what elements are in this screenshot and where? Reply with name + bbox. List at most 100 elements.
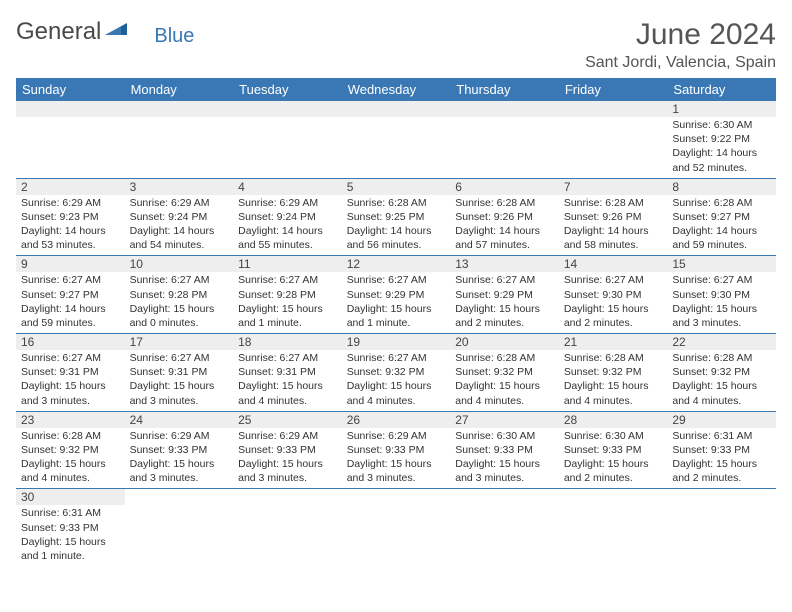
day-number: 25 (233, 411, 342, 428)
sunrise-text: Sunrise: 6:27 AM (672, 273, 771, 287)
day-number: 4 (233, 178, 342, 195)
day-number: 24 (125, 411, 234, 428)
sunset-text: Sunset: 9:26 PM (564, 210, 663, 224)
daylight-text: Daylight: 14 hours and 56 minutes. (347, 224, 446, 252)
detail-row: Sunrise: 6:27 AMSunset: 9:27 PMDaylight:… (16, 272, 776, 333)
daylight-text: Daylight: 15 hours and 1 minute. (21, 535, 120, 563)
day-detail (125, 117, 234, 178)
sunrise-text: Sunrise: 6:30 AM (455, 429, 554, 443)
sunset-text: Sunset: 9:32 PM (672, 365, 771, 379)
day-detail: Sunrise: 6:29 AMSunset: 9:33 PMDaylight:… (233, 428, 342, 489)
day-detail: Sunrise: 6:27 AMSunset: 9:31 PMDaylight:… (125, 350, 234, 411)
day-number: 21 (559, 334, 668, 351)
weekday-header: Wednesday (342, 78, 451, 101)
weekday-header: Monday (125, 78, 234, 101)
day-detail: Sunrise: 6:28 AMSunset: 9:26 PMDaylight:… (450, 195, 559, 256)
daylight-text: Daylight: 15 hours and 4 minutes. (238, 379, 337, 407)
sunrise-text: Sunrise: 6:29 AM (21, 196, 120, 210)
day-detail: Sunrise: 6:27 AMSunset: 9:30 PMDaylight:… (559, 272, 668, 333)
sunrise-text: Sunrise: 6:28 AM (564, 196, 663, 210)
day-number: 18 (233, 334, 342, 351)
sunset-text: Sunset: 9:33 PM (564, 443, 663, 457)
daylight-text: Daylight: 15 hours and 2 minutes. (455, 302, 554, 330)
daylight-text: Daylight: 15 hours and 4 minutes. (564, 379, 663, 407)
detail-row: Sunrise: 6:27 AMSunset: 9:31 PMDaylight:… (16, 350, 776, 411)
day-detail: Sunrise: 6:28 AMSunset: 9:27 PMDaylight:… (667, 195, 776, 256)
daylight-text: Daylight: 15 hours and 3 minutes. (130, 457, 229, 485)
sunrise-text: Sunrise: 6:27 AM (130, 351, 229, 365)
daylight-text: Daylight: 15 hours and 2 minutes. (564, 457, 663, 485)
day-number: 6 (450, 178, 559, 195)
calendar-table: Sunday Monday Tuesday Wednesday Thursday… (16, 78, 776, 566)
day-detail (450, 117, 559, 178)
weekday-header: Friday (559, 78, 668, 101)
weekday-header: Saturday (667, 78, 776, 101)
sunrise-text: Sunrise: 6:28 AM (347, 196, 446, 210)
day-number: 17 (125, 334, 234, 351)
day-detail: Sunrise: 6:27 AMSunset: 9:31 PMDaylight:… (233, 350, 342, 411)
day-detail (233, 117, 342, 178)
sunset-text: Sunset: 9:30 PM (672, 288, 771, 302)
day-detail: Sunrise: 6:27 AMSunset: 9:27 PMDaylight:… (16, 272, 125, 333)
day-detail (559, 505, 668, 566)
day-number (559, 101, 668, 117)
daylight-text: Daylight: 15 hours and 4 minutes. (455, 379, 554, 407)
sunrise-text: Sunrise: 6:28 AM (564, 351, 663, 365)
sunrise-text: Sunrise: 6:28 AM (455, 196, 554, 210)
day-number: 29 (667, 411, 776, 428)
sunset-text: Sunset: 9:33 PM (130, 443, 229, 457)
daylight-text: Daylight: 15 hours and 1 minute. (238, 302, 337, 330)
sunset-text: Sunset: 9:32 PM (21, 443, 120, 457)
sunrise-text: Sunrise: 6:27 AM (564, 273, 663, 287)
daylight-text: Daylight: 15 hours and 3 minutes. (672, 302, 771, 330)
sunrise-text: Sunrise: 6:31 AM (21, 506, 120, 520)
daynum-row: 16171819202122 (16, 334, 776, 351)
day-number (125, 489, 234, 506)
day-detail: Sunrise: 6:28 AMSunset: 9:32 PMDaylight:… (16, 428, 125, 489)
daylight-text: Daylight: 15 hours and 1 minute. (347, 302, 446, 330)
day-detail: Sunrise: 6:27 AMSunset: 9:29 PMDaylight:… (342, 272, 451, 333)
day-detail (667, 505, 776, 566)
sunset-text: Sunset: 9:22 PM (672, 132, 771, 146)
detail-row: Sunrise: 6:29 AMSunset: 9:23 PMDaylight:… (16, 195, 776, 256)
sunrise-text: Sunrise: 6:30 AM (564, 429, 663, 443)
daylight-text: Daylight: 15 hours and 4 minutes. (347, 379, 446, 407)
sunset-text: Sunset: 9:30 PM (564, 288, 663, 302)
sunrise-text: Sunrise: 6:27 AM (21, 351, 120, 365)
day-number: 2 (16, 178, 125, 195)
day-number (125, 101, 234, 117)
day-detail (233, 505, 342, 566)
day-detail: Sunrise: 6:27 AMSunset: 9:29 PMDaylight:… (450, 272, 559, 333)
daylight-text: Daylight: 14 hours and 54 minutes. (130, 224, 229, 252)
sunrise-text: Sunrise: 6:28 AM (672, 196, 771, 210)
day-number (450, 101, 559, 117)
day-number: 1 (667, 101, 776, 117)
day-number: 11 (233, 256, 342, 273)
sunset-text: Sunset: 9:24 PM (130, 210, 229, 224)
daylight-text: Daylight: 15 hours and 3 minutes. (238, 457, 337, 485)
sunset-text: Sunset: 9:24 PM (238, 210, 337, 224)
day-detail: Sunrise: 6:27 AMSunset: 9:30 PMDaylight:… (667, 272, 776, 333)
day-detail: Sunrise: 6:29 AMSunset: 9:33 PMDaylight:… (342, 428, 451, 489)
day-number: 19 (342, 334, 451, 351)
sunset-text: Sunset: 9:32 PM (347, 365, 446, 379)
sunrise-text: Sunrise: 6:27 AM (347, 351, 446, 365)
day-number: 5 (342, 178, 451, 195)
sunrise-text: Sunrise: 6:27 AM (130, 273, 229, 287)
sunset-text: Sunset: 9:32 PM (455, 365, 554, 379)
day-number (342, 489, 451, 506)
sunrise-text: Sunrise: 6:29 AM (347, 429, 446, 443)
day-number: 12 (342, 256, 451, 273)
day-number: 8 (667, 178, 776, 195)
day-number: 7 (559, 178, 668, 195)
day-detail: Sunrise: 6:28 AMSunset: 9:32 PMDaylight:… (559, 350, 668, 411)
day-detail: Sunrise: 6:29 AMSunset: 9:33 PMDaylight:… (125, 428, 234, 489)
day-detail (450, 505, 559, 566)
day-number (233, 101, 342, 117)
day-number: 10 (125, 256, 234, 273)
sunrise-text: Sunrise: 6:28 AM (455, 351, 554, 365)
sunrise-text: Sunrise: 6:27 AM (455, 273, 554, 287)
daylight-text: Daylight: 14 hours and 55 minutes. (238, 224, 337, 252)
daynum-row: 2345678 (16, 178, 776, 195)
daylight-text: Daylight: 14 hours and 59 minutes. (672, 224, 771, 252)
